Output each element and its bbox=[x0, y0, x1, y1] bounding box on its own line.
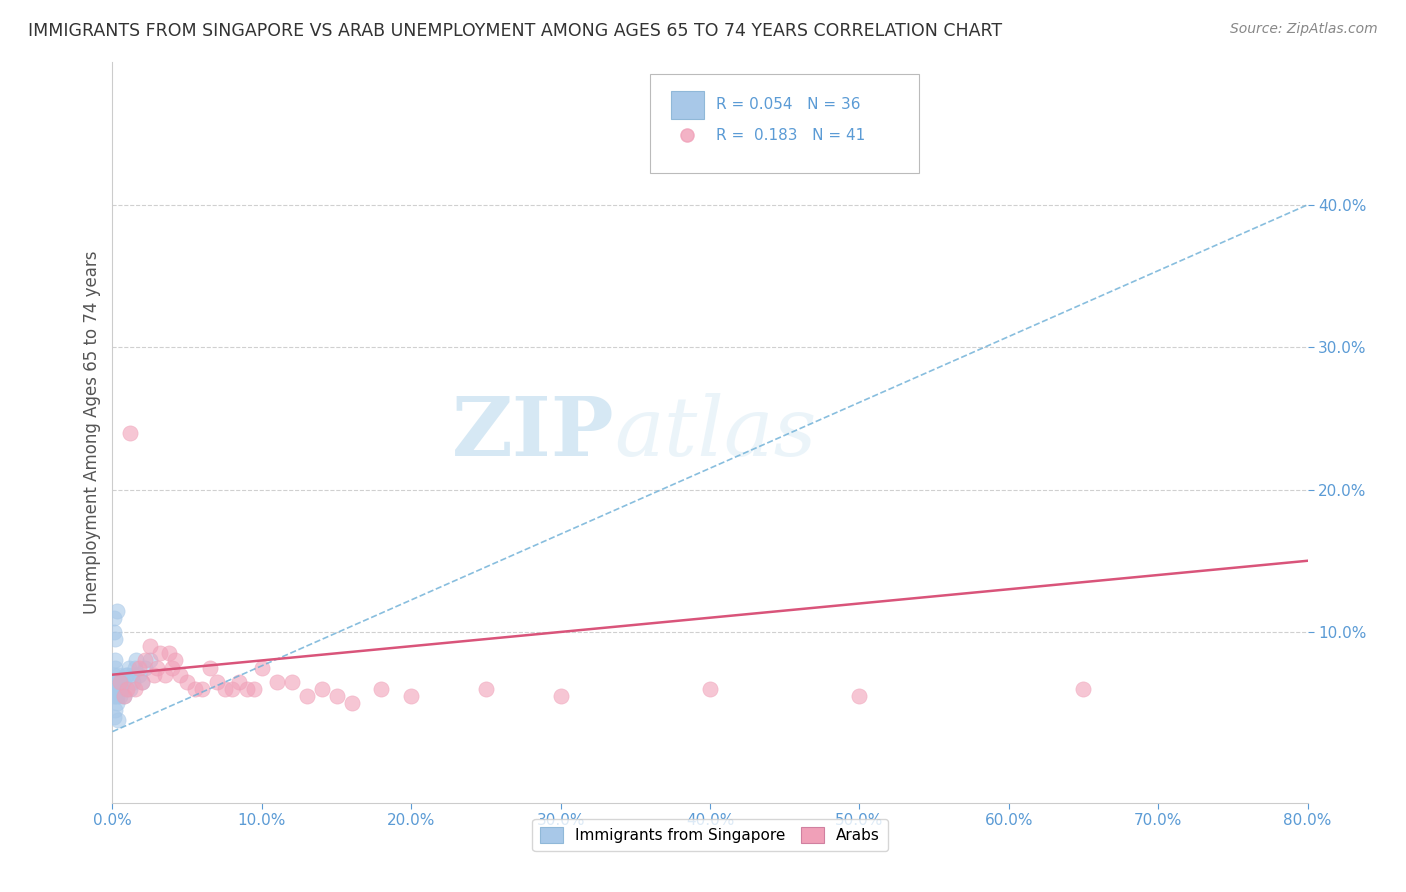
Point bbox=[281, 674, 304, 689]
Point bbox=[104, 703, 127, 717]
Text: atlas: atlas bbox=[614, 392, 817, 473]
Point bbox=[122, 674, 145, 689]
Point bbox=[108, 681, 131, 696]
Point bbox=[107, 713, 129, 727]
Point bbox=[104, 653, 127, 667]
Point bbox=[114, 689, 135, 703]
Text: IMMIGRANTS FROM SINGAPORE VS ARAB UNEMPLOYMENT AMONG AGES 65 TO 74 YEARS CORRELA: IMMIGRANTS FROM SINGAPORE VS ARAB UNEMPL… bbox=[28, 22, 1002, 40]
Point bbox=[104, 689, 127, 703]
Point bbox=[105, 674, 128, 689]
Point bbox=[1073, 681, 1095, 696]
Point bbox=[108, 674, 131, 689]
Point bbox=[104, 660, 127, 674]
Point bbox=[157, 646, 180, 660]
Point bbox=[198, 660, 221, 674]
Point bbox=[221, 681, 243, 696]
Point bbox=[311, 681, 333, 696]
Point bbox=[107, 667, 129, 681]
Point bbox=[128, 667, 150, 681]
Point bbox=[124, 660, 146, 674]
Point bbox=[325, 689, 347, 703]
Point bbox=[134, 660, 156, 674]
Point bbox=[111, 674, 134, 689]
Text: R =  0.183   N = 41: R = 0.183 N = 41 bbox=[716, 128, 865, 143]
Point bbox=[117, 667, 139, 681]
Point bbox=[165, 653, 187, 667]
Point bbox=[475, 681, 498, 696]
Point bbox=[134, 653, 156, 667]
FancyBboxPatch shape bbox=[651, 73, 920, 173]
Point bbox=[125, 653, 148, 667]
Point bbox=[243, 681, 266, 696]
Point bbox=[139, 653, 162, 667]
Y-axis label: Unemployment Among Ages 65 to 74 years: Unemployment Among Ages 65 to 74 years bbox=[83, 251, 101, 615]
Point bbox=[118, 660, 141, 674]
Point bbox=[108, 689, 131, 703]
Point bbox=[103, 681, 125, 696]
Point bbox=[169, 667, 191, 681]
Point bbox=[121, 667, 143, 681]
Point bbox=[139, 639, 162, 653]
Point bbox=[110, 681, 132, 696]
Point bbox=[131, 674, 153, 689]
Legend: Immigrants from Singapore, Arabs: Immigrants from Singapore, Arabs bbox=[533, 820, 887, 851]
Point bbox=[103, 667, 125, 681]
Point bbox=[143, 667, 166, 681]
Text: Source: ZipAtlas.com: Source: ZipAtlas.com bbox=[1230, 22, 1378, 37]
Point bbox=[115, 667, 138, 681]
Point bbox=[105, 689, 128, 703]
Point bbox=[103, 624, 125, 639]
Bar bbox=[671, 91, 704, 119]
Point bbox=[848, 689, 870, 703]
Point bbox=[295, 689, 318, 703]
Point bbox=[103, 611, 125, 625]
Point bbox=[370, 681, 392, 696]
Point bbox=[124, 681, 146, 696]
Point bbox=[146, 660, 169, 674]
Point bbox=[214, 681, 236, 696]
Point bbox=[183, 681, 205, 696]
Point bbox=[250, 660, 273, 674]
Point bbox=[266, 674, 288, 689]
Point bbox=[340, 696, 363, 710]
Point bbox=[699, 681, 721, 696]
Point bbox=[228, 674, 250, 689]
Point bbox=[105, 604, 128, 618]
Point bbox=[128, 660, 150, 674]
Text: R = 0.054   N = 36: R = 0.054 N = 36 bbox=[716, 97, 860, 112]
Point bbox=[176, 674, 198, 689]
Point bbox=[117, 681, 139, 696]
Point bbox=[131, 674, 153, 689]
Text: ZIP: ZIP bbox=[451, 392, 614, 473]
Point bbox=[401, 689, 423, 703]
Point bbox=[191, 681, 214, 696]
Point bbox=[162, 660, 183, 674]
Point bbox=[153, 667, 176, 681]
Point bbox=[120, 425, 142, 440]
Point bbox=[149, 646, 172, 660]
Point bbox=[114, 689, 135, 703]
Point bbox=[103, 689, 125, 703]
Point bbox=[105, 696, 128, 710]
Point bbox=[120, 681, 142, 696]
Point bbox=[205, 674, 228, 689]
Point bbox=[107, 681, 129, 696]
Point bbox=[236, 681, 259, 696]
Point bbox=[103, 710, 125, 724]
Point bbox=[104, 674, 127, 689]
Point bbox=[104, 632, 127, 646]
Point bbox=[550, 689, 572, 703]
